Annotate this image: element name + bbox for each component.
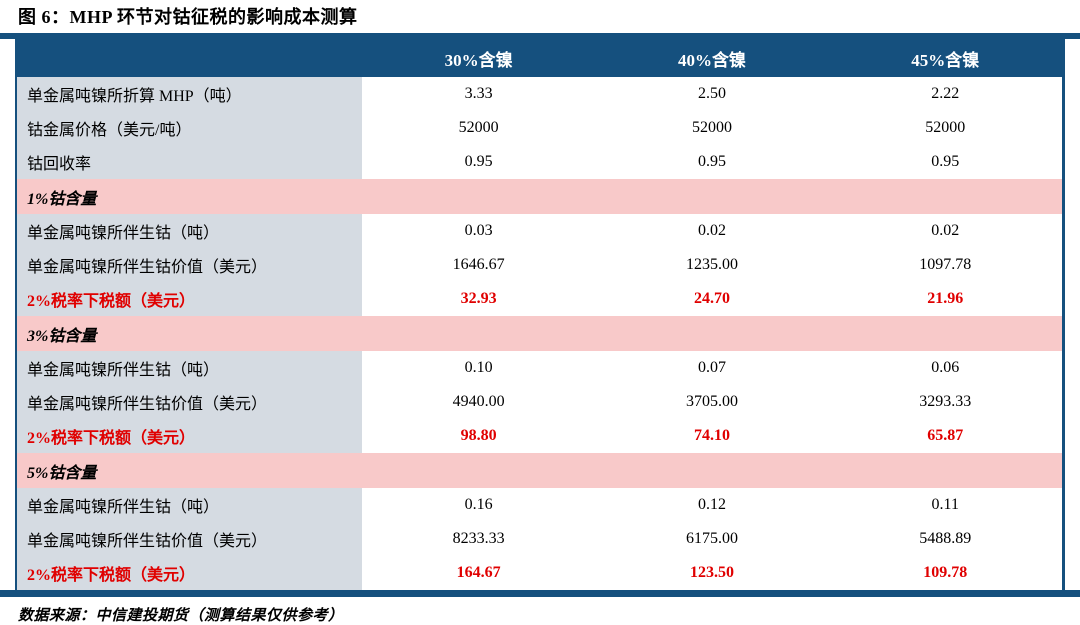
value-cell: 3705.00 <box>595 385 829 419</box>
value-cell: 0.16 <box>362 488 596 522</box>
row-label: 单金属吨镍所折算 MHP（吨） <box>17 77 362 111</box>
value-cell: 0.95 <box>595 145 829 179</box>
row-label: 2%税率下税额（美元） <box>17 556 362 590</box>
section-header-row: 3%钴含量 <box>17 316 1062 351</box>
cost-table: 30%含镍 40%含镍 45%含镍 单金属吨镍所折算 MHP（吨） 3.33 2.5… <box>15 39 1065 590</box>
tax-amount-row: 2%税率下税额（美元） 98.80 74.10 65.87 <box>17 419 1062 453</box>
value-cell: 0.12 <box>595 488 829 522</box>
value-cell: 4940.00 <box>362 385 596 419</box>
header-col-30-nickel: 30%含镍 <box>444 50 513 70</box>
row-label: 单金属吨镍所伴生钴价值（美元） <box>17 385 362 419</box>
value-cell: 1097.78 <box>828 248 1062 282</box>
row-label: 2%税率下税额（美元） <box>17 282 362 316</box>
row-label: 2%税率下税额（美元） <box>17 419 362 453</box>
row-label: 5%钴含量 <box>27 464 97 482</box>
row-label: 单金属吨镍所伴生钴（吨） <box>17 351 362 385</box>
value-cell: 3293.33 <box>828 385 1062 419</box>
value-cell: 109.78 <box>828 556 1062 590</box>
value-cell: 0.02 <box>828 214 1062 248</box>
row-label: 单金属吨镍所伴生钴（吨） <box>17 488 362 522</box>
value-cell: 74.10 <box>595 419 829 453</box>
table-header-row: 30%含镍 40%含镍 45%含镍 <box>17 39 1062 77</box>
value-cell: 1646.67 <box>362 248 596 282</box>
value-cell: 52000 <box>595 111 829 145</box>
value-cell: 0.02 <box>595 214 829 248</box>
value-cell: 2.22 <box>828 77 1062 111</box>
table-body: 单金属吨镍所折算 MHP（吨） 3.33 2.50 2.22 钴金属价格（美元/吨） 52… <box>17 77 1062 590</box>
table-row: 钴回收率 0.95 0.95 0.95 <box>17 145 1062 179</box>
value-cell: 0.07 <box>595 351 829 385</box>
table-row: 钴金属价格（美元/吨） 52000 52000 52000 <box>17 111 1062 145</box>
value-cell: 0.06 <box>828 351 1062 385</box>
value-cell: 6175.00 <box>595 522 829 556</box>
table-row: 单金属吨镍所伴生钴价值（美元） 1646.67 1235.00 1097.78 <box>17 248 1062 282</box>
value-cell: 65.87 <box>828 419 1062 453</box>
header-col-45-nickel: 45%含镍 <box>911 50 980 70</box>
value-cell: 52000 <box>828 111 1062 145</box>
header-col-40-nickel: 40%含镍 <box>677 50 746 70</box>
bottom-rule <box>0 590 1080 597</box>
value-cell: 21.96 <box>828 282 1062 316</box>
row-label: 钴金属价格（美元/吨） <box>17 111 362 145</box>
value-cell: 5488.89 <box>828 522 1062 556</box>
figure-title: 图 6：MHP 环节对钴征税的影响成本测算 <box>18 7 358 27</box>
value-cell: 123.50 <box>595 556 829 590</box>
value-cell: 8233.33 <box>362 522 596 556</box>
row-label: 3%钴含量 <box>27 327 97 345</box>
row-label: 1%钴含量 <box>27 190 97 208</box>
value-cell: 32.93 <box>362 282 596 316</box>
value-cell: 52000 <box>362 111 596 145</box>
row-label: 单金属吨镍所伴生钴（吨） <box>17 214 362 248</box>
row-label: 钴回收率 <box>17 145 362 179</box>
value-cell: 3.33 <box>362 77 596 111</box>
value-cell: 98.80 <box>362 419 596 453</box>
table-row: 单金属吨镍所伴生钴价值（美元） 4940.00 3705.00 3293.33 <box>17 385 1062 419</box>
top-rule <box>0 33 1080 39</box>
table-row: 单金属吨镍所伴生钴（吨） 0.03 0.02 0.02 <box>17 214 1062 248</box>
value-cell: 2.50 <box>595 77 829 111</box>
table-row: 单金属吨镍所伴生钴价值（美元） 8233.33 6175.00 5488.89 <box>17 522 1062 556</box>
value-cell: 0.10 <box>362 351 596 385</box>
tax-amount-row: 2%税率下税额（美元） 32.93 24.70 21.96 <box>17 282 1062 316</box>
value-cell: 164.67 <box>362 556 596 590</box>
value-cell: 0.11 <box>828 488 1062 522</box>
table-row: 单金属吨镍所伴生钴（吨） 0.10 0.07 0.06 <box>17 351 1062 385</box>
value-cell: 24.70 <box>595 282 829 316</box>
row-label: 单金属吨镍所伴生钴价值（美元） <box>17 248 362 282</box>
header-empty-cell <box>17 39 362 77</box>
tax-amount-row: 2%税率下税额（美元） 164.67 123.50 109.78 <box>17 556 1062 590</box>
section-header-row: 1%钴含量 <box>17 179 1062 214</box>
data-source-note: 数据来源：中信建投期货（测算结果仅供参考） <box>18 608 344 624</box>
value-cell: 1235.00 <box>595 248 829 282</box>
table-row: 单金属吨镍所折算 MHP（吨） 3.33 2.50 2.22 <box>17 77 1062 111</box>
value-cell: 0.03 <box>362 214 596 248</box>
row-label: 单金属吨镍所伴生钴价值（美元） <box>17 522 362 556</box>
value-cell: 0.95 <box>828 145 1062 179</box>
value-cell: 0.95 <box>362 145 596 179</box>
table-row: 单金属吨镍所伴生钴（吨） 0.16 0.12 0.11 <box>17 488 1062 522</box>
section-header-row: 5%钴含量 <box>17 453 1062 488</box>
